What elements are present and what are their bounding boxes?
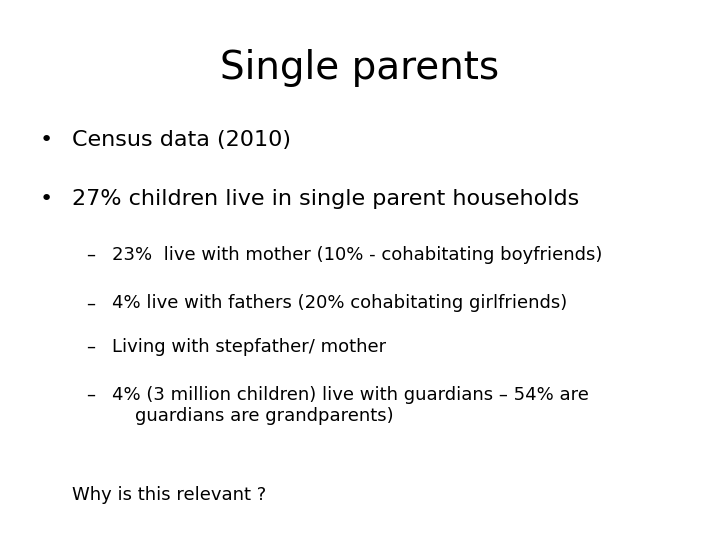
Text: Census data (2010): Census data (2010) (72, 130, 291, 150)
Text: 27% children live in single parent households: 27% children live in single parent house… (72, 189, 580, 209)
Text: Why is this relevant ?: Why is this relevant ? (72, 486, 266, 504)
Text: 4% live with fathers (20% cohabitating girlfriends): 4% live with fathers (20% cohabitating g… (112, 294, 567, 312)
Text: –: – (86, 386, 95, 404)
Text: 4% (3 million children) live with guardians – 54% are
    guardians are grandpar: 4% (3 million children) live with guardi… (112, 386, 588, 425)
Text: Living with stepfather/ mother: Living with stepfather/ mother (112, 338, 386, 355)
Text: –: – (86, 246, 95, 264)
Text: Single parents: Single parents (220, 49, 500, 86)
Text: 23%  live with mother (10% - cohabitating boyfriends): 23% live with mother (10% - cohabitating… (112, 246, 602, 264)
Text: •: • (40, 130, 53, 150)
Text: •: • (40, 189, 53, 209)
Text: –: – (86, 294, 95, 312)
Text: –: – (86, 338, 95, 355)
